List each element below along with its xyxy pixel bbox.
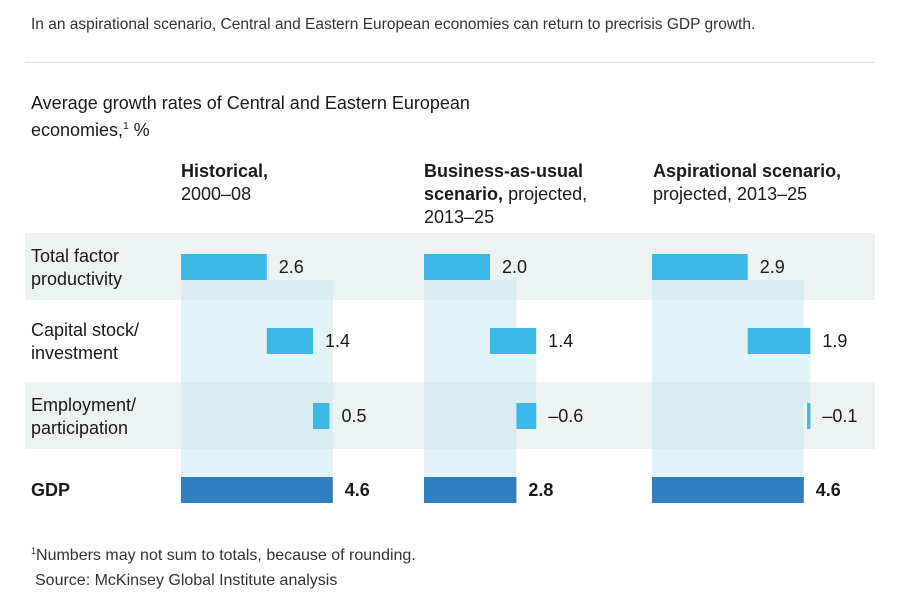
component-bar	[181, 254, 267, 280]
category-label: Capital stock/	[31, 320, 139, 340]
gdp-value-label: 4.6	[345, 480, 370, 500]
component-bar	[490, 328, 537, 354]
value-label: –0.1	[822, 406, 857, 426]
value-label: 0.5	[342, 406, 367, 426]
connector-shade	[652, 280, 804, 477]
value-label: 2.9	[760, 257, 785, 277]
gdp-bar	[424, 477, 517, 503]
component-bar	[747, 328, 811, 354]
value-label: 2.0	[502, 257, 527, 277]
chart-title: Average growth rates of Central and East…	[31, 93, 470, 140]
column-heading-aspirational: Aspirational scenario, projected, 2013–2…	[653, 161, 842, 204]
component-bar	[516, 403, 537, 429]
value-label: 1.4	[325, 331, 350, 351]
gdp-value-label: 2.8	[528, 480, 553, 500]
source-note: Source: McKinsey Global Institute analys…	[35, 572, 338, 589]
connector-shade	[424, 280, 517, 477]
footnote: 1Numbers may not sum to totals, because …	[31, 546, 416, 564]
connector-shade	[181, 280, 333, 477]
category-label: investment	[31, 343, 118, 363]
value-label: 1.9	[822, 331, 847, 351]
category-label: Total factor	[31, 246, 119, 266]
component-bar	[424, 254, 490, 280]
gdp-value-label: 4.6	[816, 480, 841, 500]
category-label: productivity	[31, 269, 122, 289]
column-heading-business-as-usual: Business-as-usual scenario, projected, 20…	[424, 161, 588, 227]
component-bar	[313, 403, 330, 429]
gdp-bar	[181, 477, 333, 503]
value-label: –0.6	[548, 406, 583, 426]
component-bar	[807, 403, 811, 429]
category-label: GDP	[31, 480, 70, 500]
divider	[25, 62, 875, 63]
value-label: 2.6	[279, 257, 304, 277]
component-bar	[652, 254, 748, 280]
value-label: 1.4	[548, 331, 573, 351]
connector-step	[516, 354, 537, 403]
category-label: participation	[31, 418, 128, 438]
component-bar	[266, 328, 313, 354]
gdp-bar	[652, 477, 804, 503]
column-heading-historical: Historical, 2000–08	[181, 161, 269, 204]
connector-step	[803, 354, 811, 403]
chart-subtitle: In an aspirational scenario, Central and…	[31, 16, 756, 33]
category-label: Employment/	[31, 395, 136, 415]
